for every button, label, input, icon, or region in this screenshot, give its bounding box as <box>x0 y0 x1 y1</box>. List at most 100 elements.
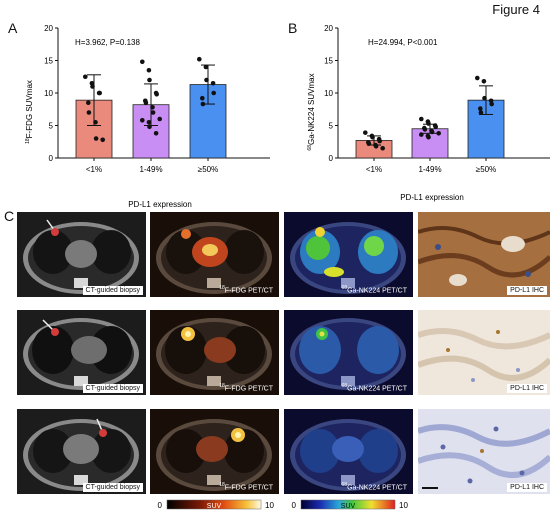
caption-fdg-iso-row2: 18 <box>219 382 225 389</box>
y-tick-label: 15 <box>44 57 53 66</box>
caption-nk-iso-row1: 68 <box>341 284 348 291</box>
data-point <box>366 141 372 146</box>
chart-b-ylabel-iso: 68 <box>307 145 313 151</box>
data-point <box>197 56 202 62</box>
ihc-image-row3: PD-L1 IHC <box>418 409 550 494</box>
data-point <box>426 134 431 140</box>
data-point <box>200 95 205 101</box>
panel-letter-b: B <box>288 20 298 36</box>
caption-nk-text-row1: Ga-NK224 PET/CT <box>347 287 407 294</box>
chart-b-ylabel: 68Ga-NK224 SUVmax <box>307 73 316 150</box>
caption-ct-row2: CT-guided biopsy <box>82 384 143 393</box>
y-tick-label: 0 <box>49 154 54 163</box>
ihc-image-row1: PD-L1 IHC <box>418 212 550 297</box>
data-point <box>377 138 382 144</box>
caption-fdg-iso-row3: 18 <box>219 481 225 488</box>
caption-ct-row1: CT-guided biopsy <box>82 286 143 295</box>
caption-nk-text-row2: Ga-NK224 PET/CT <box>347 385 407 392</box>
data-point <box>380 145 385 151</box>
fdg-scan-row2 <box>156 318 272 390</box>
chart-a: 0 5 10 15 20 <1% 1-49% ≥50% H=3.962, P=0.138 PD… <box>25 24 270 209</box>
fdg-scan-row3 <box>156 419 272 491</box>
data-point <box>426 121 431 126</box>
data-point <box>489 101 494 107</box>
nk-image-row1: 68Ga-NK224 PET/CT <box>284 212 413 297</box>
data-point <box>154 92 159 97</box>
data-point <box>481 79 487 84</box>
scale-bar <box>422 487 438 489</box>
data-point <box>478 110 484 115</box>
colorbar-fdg-gradient <box>166 499 262 510</box>
x-tick-label: 1-49% <box>139 165 162 174</box>
chart-b-xlabel: PD-L1 expression <box>400 193 464 202</box>
nk-scan-row2 <box>290 318 406 390</box>
caption-fdg-row3: 18F-FDG PET/CT <box>216 481 276 492</box>
data-point <box>211 90 216 96</box>
data-point <box>210 80 216 86</box>
nk-image-row3: 68Ga-NK224 PET/CT <box>284 409 413 494</box>
data-point <box>478 106 483 111</box>
data-point <box>157 116 162 122</box>
x-tick-label: 1-49% <box>418 165 441 174</box>
caption-fdg-text-row3: F-FDG PET/CT <box>224 484 273 491</box>
data-point <box>150 105 155 110</box>
ct-scan-row2 <box>23 318 139 390</box>
fdg-image-row3: 18F-FDG PET/CT <box>150 409 279 494</box>
y-tick-label: 5 <box>329 122 334 131</box>
chart-a-xlabel: PD-L1 expression <box>128 200 192 209</box>
nk-scan-row3 <box>290 419 406 491</box>
ct-image-row1: CT-guided biopsy <box>17 212 146 297</box>
x-tick-label: <1% <box>366 165 382 174</box>
chart-b: 0 5 10 15 20 <1% 1-49% ≥50% H=24.994, P<0.001 P… <box>307 24 550 202</box>
ct-image-row2: CT-guided biopsy <box>17 310 146 395</box>
data-point <box>86 100 91 106</box>
data-point <box>140 118 145 123</box>
chart-b-annotation: H=24.994, P<0.001 <box>368 38 438 47</box>
data-point <box>143 100 149 106</box>
y-tick-label: 10 <box>324 89 333 98</box>
colorbar-nk-gradient <box>300 499 396 510</box>
data-point <box>97 90 102 96</box>
y-tick-label: 10 <box>44 89 53 98</box>
chart-a-plot: 0 5 10 15 20 <1% 1-49% ≥50% <box>44 24 270 174</box>
caption-nk-row2: 68Ga-NK224 PET/CT <box>339 382 410 393</box>
data-point <box>204 77 209 83</box>
data-point <box>86 110 92 115</box>
data-point <box>422 127 428 132</box>
colorbar-fdg-label: SUV <box>207 503 222 510</box>
data-point <box>83 74 88 80</box>
ihc-stain-row1 <box>418 212 550 297</box>
data-point <box>200 101 206 107</box>
y-tick-label: 15 <box>324 57 333 66</box>
data-point <box>475 75 480 81</box>
caption-ihc-row1: PD-L1 IHC <box>507 286 547 295</box>
panel-letter-a: A <box>8 20 18 36</box>
x-tick-label: ≥50% <box>476 165 496 174</box>
caption-nk-iso-row3: 68 <box>341 481 348 488</box>
data-point <box>93 136 99 141</box>
caption-ct-row3: CT-guided biopsy <box>82 483 143 492</box>
y-tick-label: 5 <box>49 122 54 131</box>
colorbar-fdg-max: 10 <box>265 501 274 510</box>
data-point <box>436 131 441 136</box>
caption-nk-row3: 68Ga-NK224 PET/CT <box>339 481 410 492</box>
caption-fdg-row1: 18F-FDG PET/CT <box>216 284 276 295</box>
x-tick-label: ≥50% <box>198 165 218 174</box>
data-point <box>153 131 159 136</box>
colorbar-fdg-min: 0 <box>158 501 163 510</box>
fdg-scan-row1 <box>156 222 272 294</box>
nk-scan-row1 <box>290 222 406 294</box>
chart-a-ylabel-iso: 18 <box>25 138 31 144</box>
caption-nk-row1: 68Ga-NK224 PET/CT <box>339 284 410 295</box>
ihc-stain-row2 <box>418 310 550 395</box>
data-point <box>100 137 105 143</box>
chart-a-annotation: H=3.962, P=0.138 <box>75 38 140 47</box>
caption-nk-text-row3: Ga-NK224 PET/CT <box>347 484 407 491</box>
colorbar-nk-label: SUV <box>341 503 356 510</box>
colorbar-nk-max: 10 <box>399 501 408 510</box>
data-point <box>146 67 152 73</box>
caption-ihc-row2: PD-L1 IHC <box>507 384 547 393</box>
ihc-image-row2: PD-L1 IHC <box>418 310 550 395</box>
data-point <box>203 64 209 70</box>
colorbar-nk: 0 SUV 10 <box>292 499 408 510</box>
